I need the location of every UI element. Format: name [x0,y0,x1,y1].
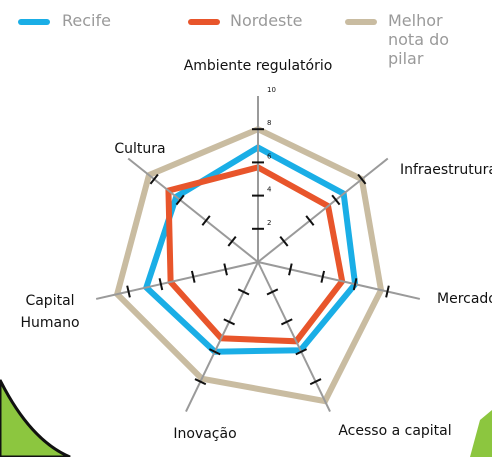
category-label: Inovação [173,426,236,442]
legend-swatch [188,19,220,25]
tick-label: 8 [267,119,271,127]
category-label: Infraestrutura [400,162,492,178]
tick-mark [192,271,195,283]
legend-label: Nordeste [230,11,350,30]
legend-label: Melhor nota do pilar [388,11,480,68]
decoration [0,380,70,457]
legend-label: Recife [62,11,182,30]
category-label: Cultura [114,141,165,157]
tick-mark [160,278,163,290]
category-label: Acesso a capital [338,423,451,439]
category-label: Ambiente regulatório [184,58,333,74]
legend-swatch [345,19,377,25]
tick-mark [321,271,324,283]
tick-mark [289,264,292,276]
tick-label: 10 [267,86,276,94]
category-label: Mercado [437,291,492,307]
tick-mark [224,264,227,276]
tick-label: 2 [267,219,271,227]
series-polygon [146,147,355,351]
page: 2 4 6 8 10 Recife Nordeste Melhor nota do pila… [0,0,492,457]
tick-mark [386,286,389,298]
legend-swatch [18,19,50,25]
series-polygon [168,167,342,341]
tick-label: 6 [267,152,272,160]
decoration [470,410,492,457]
category-label: Capital Humano [10,290,90,334]
tick-label: 4 [267,186,272,194]
tick-mark [127,286,130,298]
